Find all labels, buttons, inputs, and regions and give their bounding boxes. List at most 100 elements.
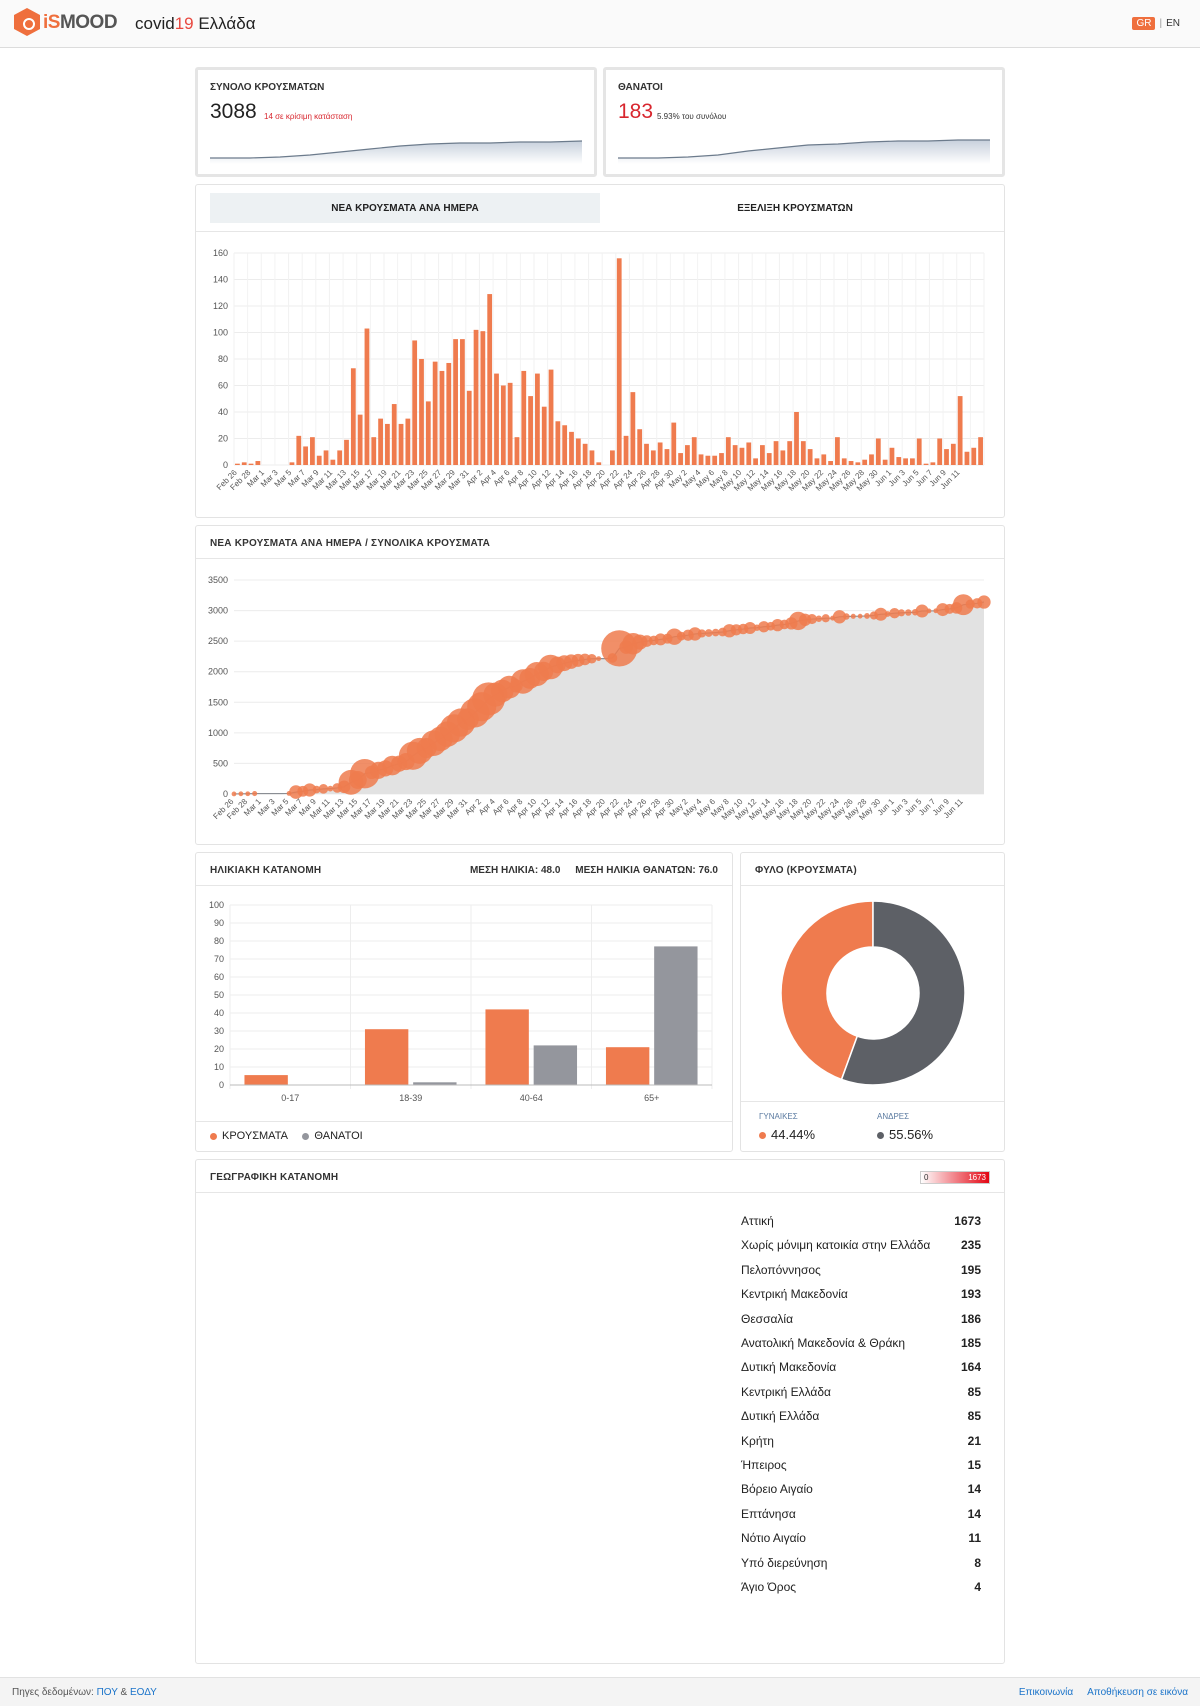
- daily-bar: [910, 458, 915, 465]
- region-value: 186: [960, 1311, 981, 1326]
- region-name: Κεντρική Ελλάδα: [741, 1384, 831, 1399]
- age-chart: 0 10 20 30 40 50 60 70 80 90 100 0-17 18-39 40-64 65+: [209, 900, 713, 1103]
- daily-bar: [521, 370, 527, 465]
- region-row: Κρήτη 21: [741, 1429, 981, 1453]
- daily-bar: [725, 437, 731, 465]
- age-cases-bar: [244, 1075, 288, 1085]
- daily-bar: [569, 431, 574, 465]
- y-tick-label: 50: [214, 990, 224, 1000]
- region-row: Χωρίς μόνιμη κατοικία στην Ελλάδα 235: [741, 1233, 981, 1257]
- men-label: ΑΝΔΡΕΣ: [877, 1112, 910, 1121]
- y-tick-label: 30: [214, 1026, 224, 1036]
- region-value: 11: [968, 1531, 981, 1546]
- daily-cases-bubble: [864, 613, 870, 619]
- gender-card: ΦΥΛΟ (ΚΡΟΥΣΜΑΤΑ) ΓΥΝΑΙΚΕΣ 44.44% ΑΝΔΡΕΣ …: [740, 852, 1005, 1152]
- y-tick-label: 80: [218, 354, 228, 364]
- daily-bar: [514, 437, 520, 465]
- daily-bar: [589, 450, 595, 465]
- y-tick-label: 100: [209, 900, 224, 910]
- daily-bar: [903, 458, 908, 465]
- daily-bar: [344, 439, 349, 465]
- y-tick-label: 3000: [208, 606, 228, 616]
- footer: Πηγες δεδομένων: ΠΟΥ & ΕΟΔΥ Επικοινωνία …: [0, 1677, 1200, 1706]
- cases-legend-dot-icon: [210, 1132, 217, 1140]
- sources-amp: &: [120, 1687, 128, 1698]
- daily-cases-bubble: [952, 594, 974, 616]
- daily-cases-bubble: [857, 613, 863, 619]
- cases-sparkline: [210, 140, 582, 164]
- geo-title: ΓΕΩΓΡΑΦΙΚΗ ΚΑΤΑΝΟΜΗ: [210, 1172, 339, 1183]
- daily-cases-bubble: [977, 595, 991, 609]
- gender-title: ΦΥΛΟ (ΚΡΟΥΣΜΑΤΑ): [755, 865, 857, 876]
- title-country: Ελλάδα: [193, 14, 256, 33]
- region-value: 21: [967, 1433, 981, 1448]
- age-category-label: 65+: [644, 1093, 659, 1103]
- tab-divider: [196, 231, 1004, 232]
- age-category-label: 18-39: [399, 1093, 422, 1103]
- daily-cases-bubble: [666, 628, 683, 645]
- contact-link[interactable]: Επικοινωνία: [1018, 1687, 1074, 1698]
- daily-bar: [760, 445, 765, 465]
- daily-cases-card: ΝΕΑ ΚΡΟΥΣΜΑΤΑ ΑΝΑ ΗΜΕΡΑ ΕΞΕΛΙΞΗ ΚΡΟΥΣΜΑΤ…: [195, 184, 1005, 518]
- tab-cases-evolution[interactable]: ΕΞΕΛΙΞΗ ΚΡΟΥΣΜΑΤΩΝ: [737, 202, 853, 214]
- daily-cases-bubble: [586, 653, 597, 664]
- daily-cases-bubble: [905, 609, 912, 616]
- lang-en-button[interactable]: EN: [1166, 18, 1180, 29]
- cumulative-divider: [196, 558, 1004, 559]
- region-name: Υπό διερεύνηση: [741, 1555, 828, 1570]
- save-image-link[interactable]: Αποθήκευση σε εικόνα: [1087, 1687, 1188, 1698]
- ismood-logo[interactable]: iSMOOD: [14, 8, 118, 36]
- age-cases-bar: [364, 1029, 409, 1085]
- region-value: 193: [960, 1287, 981, 1302]
- tab-daily-cases[interactable]: ΝΕΑ ΚΡΟΥΣΜΑΤΑ ΑΝΑ ΗΜΕΡΑ: [210, 193, 600, 223]
- age-legend-divider: [196, 1121, 732, 1122]
- region-name: Χωρίς μόνιμη κατοικία στην Ελλάδα: [741, 1238, 931, 1253]
- source-who-link[interactable]: ΠΟΥ: [96, 1687, 118, 1698]
- daily-bar: [691, 437, 697, 465]
- cumulative-chart-title: ΝΕΑ ΚΡΟΥΣΜΑΤΑ ΑΝΑ ΗΜΕΡΑ / ΣΥΝΟΛΙΚΑ ΚΡΟΥΣ…: [210, 538, 491, 549]
- age-distribution-title: ΗΛΙΚΙΑΚΗ ΚΑΤΑΝΟΜΗ: [210, 865, 322, 876]
- daily-bar: [814, 458, 820, 465]
- mean-age-value: 48.0: [540, 865, 561, 876]
- daily-cases-bubble: [697, 629, 706, 638]
- daily-bar: [889, 447, 895, 465]
- daily-bar: [432, 361, 438, 465]
- women-dot-icon: [759, 1132, 766, 1140]
- daily-cases-bubble: [850, 613, 856, 619]
- daily-bar: [385, 423, 390, 465]
- y-tick-label: 2000: [208, 667, 228, 677]
- daily-bar: [480, 331, 486, 465]
- daily-cases-bubble: [303, 783, 317, 797]
- lang-gr-button[interactable]: GR: [1132, 17, 1156, 30]
- daily-bar: [378, 418, 383, 465]
- age-category-label: 40-64: [520, 1093, 543, 1103]
- age-cases-bar: [485, 1009, 529, 1085]
- daily-bar: [800, 441, 806, 465]
- source-eody-link[interactable]: ΕΟΔΥ: [129, 1687, 157, 1698]
- daily-bar: [562, 425, 568, 465]
- title-19: 19: [174, 14, 194, 33]
- daily-bar: [916, 438, 922, 465]
- daily-bar: [821, 454, 827, 465]
- daily-bar: [248, 463, 254, 465]
- daily-bar: [869, 454, 874, 465]
- daily-cases-bubble: [889, 607, 900, 619]
- daily-bar: [794, 412, 799, 465]
- gender-divider: [741, 885, 1004, 886]
- daily-cases-bubble: [843, 613, 850, 620]
- daily-cases-bubble: [926, 608, 932, 614]
- region-row: Αττική 1673: [741, 1209, 981, 1233]
- age-category-label: 0-17: [281, 1093, 299, 1103]
- region-name: Κεντρική Μακεδονία: [741, 1287, 848, 1302]
- sources-label: Πηγες δεδομένων:: [12, 1687, 94, 1698]
- women-slice: [780, 900, 874, 1081]
- region-value: 4: [974, 1580, 981, 1594]
- daily-bar: [685, 445, 690, 465]
- daily-bar: [555, 421, 561, 465]
- daily-bar: [923, 463, 929, 465]
- daily-bar: [896, 457, 902, 465]
- daily-bar: [460, 339, 465, 465]
- daily-bar: [732, 445, 738, 465]
- daily-bar: [316, 455, 322, 465]
